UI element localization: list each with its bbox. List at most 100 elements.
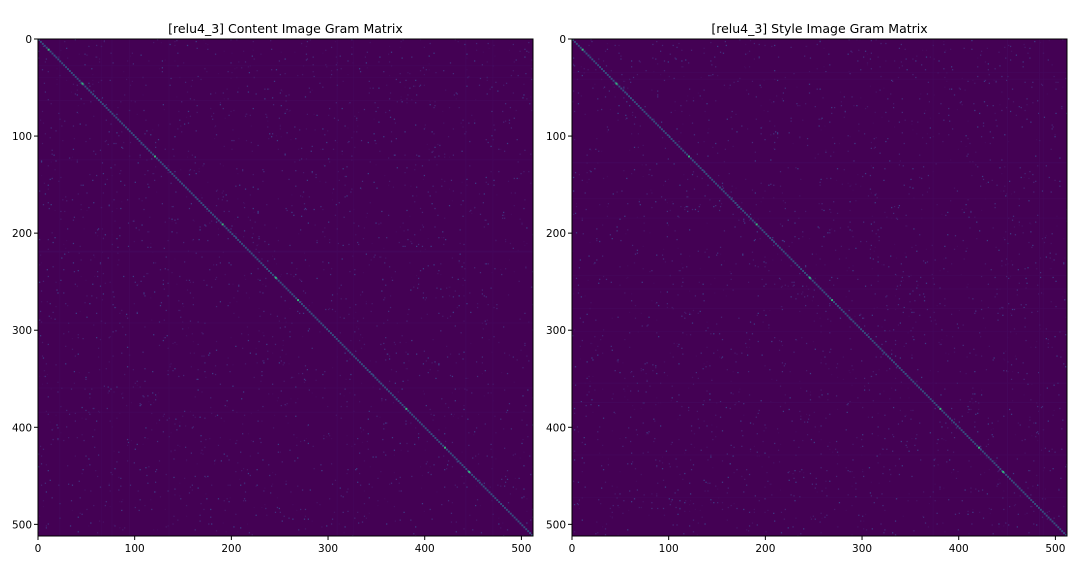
heatmap-cell	[449, 353, 452, 355]
heatmap-cell	[445, 440, 447, 443]
heatmap-cell	[755, 416, 757, 418]
heatmap-cell	[93, 90, 95, 92]
heatmap-cell	[167, 490, 169, 492]
heatmap-cell	[333, 117, 336, 119]
heatmap-cell	[1048, 39, 1050, 42]
heatmap-cell	[867, 333, 870, 335]
heatmap-cell	[226, 200, 228, 202]
heatmap-cell	[902, 311, 904, 314]
heatmap-cell	[723, 161, 726, 163]
heatmap-cell	[590, 342, 592, 345]
heatmap-cell	[93, 254, 95, 256]
heatmap-cell	[1041, 498, 1044, 500]
heatmap-cell	[45, 58, 48, 60]
heatmap-cell	[266, 204, 268, 206]
heatmap-cell	[908, 275, 910, 278]
heatmap-cell	[852, 369, 854, 371]
heatmap-cell	[147, 482, 149, 484]
heatmap-cell	[122, 499, 124, 501]
heatmap-cell	[244, 61, 247, 63]
heatmap-cell	[167, 373, 169, 376]
heatmap-cell	[996, 293, 998, 295]
heatmap-cell	[86, 316, 88, 318]
heatmap-cell	[186, 44, 189, 47]
heatmap-cell	[1047, 342, 1049, 345]
heatmap-diagonal-cell	[250, 252, 253, 255]
heatmap-cell	[925, 248, 928, 250]
heatmap-cell	[192, 238, 194, 241]
heatmap-cell	[870, 165, 873, 167]
heatmap-cell	[519, 318, 521, 320]
heatmap-cell	[748, 263, 751, 265]
heatmap-cell	[730, 116, 732, 118]
heatmap-cell	[226, 364, 228, 366]
heatmap-cell	[911, 357, 913, 359]
heatmap-cell	[645, 391, 647, 393]
heatmap-cell	[528, 41, 530, 44]
heatmap-cell	[917, 369, 919, 371]
heatmap-cell	[365, 517, 368, 519]
heatmap-cell	[140, 403, 142, 406]
heatmap-cell	[226, 498, 228, 500]
heatmap-cell	[673, 77, 675, 80]
heatmap-cell	[363, 460, 366, 462]
heatmap-cell	[987, 438, 989, 441]
heatmap-cell	[262, 405, 264, 408]
heatmap-cell	[346, 360, 348, 362]
heatmap-cell	[843, 96, 845, 98]
heatmap-cell	[330, 73, 333, 76]
heatmap-cell	[114, 164, 116, 166]
heatmap-cell	[256, 362, 258, 364]
heatmap-cell	[105, 104, 107, 106]
heatmap-cell	[969, 227, 971, 229]
heatmap-cell	[528, 51, 530, 53]
heatmap-cell	[1014, 234, 1017, 236]
heatmap-cell	[418, 374, 421, 377]
heatmap-cell	[1009, 275, 1012, 278]
heatmap-cell	[41, 69, 44, 71]
heatmap-cell	[765, 427, 767, 429]
heatmap-cell	[279, 327, 281, 329]
heatmap-cell	[646, 362, 648, 364]
heatmap-cell	[854, 142, 856, 145]
heatmap-col-streak	[100, 39, 102, 536]
heatmap-cell	[350, 373, 352, 376]
heatmap-cell	[277, 443, 280, 446]
heatmap-cell	[687, 205, 689, 208]
heatmap-cell	[71, 199, 74, 201]
heatmap-cell	[358, 401, 361, 403]
heatmap-cell	[52, 428, 54, 430]
heatmap-cell	[791, 420, 793, 422]
heatmap-cell	[859, 39, 861, 41]
heatmap-cell	[505, 82, 508, 84]
heatmap-cell	[983, 471, 986, 474]
heatmap-cell	[594, 262, 596, 264]
heatmap-cell	[120, 170, 122, 172]
heatmap-cell	[73, 370, 76, 373]
heatmap-cell	[598, 499, 600, 501]
heatmap-diagonal-cell	[163, 165, 166, 168]
heatmap-cell	[117, 264, 119, 266]
heatmap-cell	[583, 436, 585, 439]
heatmap-diagonal-cell	[175, 176, 178, 179]
heatmap-cell	[132, 386, 135, 388]
heatmap-cell	[151, 158, 153, 160]
heatmap-cell	[630, 463, 633, 465]
heatmap-diagonal-cell	[449, 452, 452, 455]
heatmap-cell	[825, 149, 827, 151]
heatmap-cell	[732, 370, 734, 373]
heatmap-cell	[67, 465, 69, 467]
heatmap-cell	[836, 363, 839, 365]
heatmap-cell	[604, 50, 607, 52]
heatmap-cell	[1054, 134, 1056, 136]
heatmap-cell	[122, 392, 124, 394]
heatmap-cell	[383, 136, 385, 138]
heatmap-cell	[760, 105, 762, 107]
heatmap-cell	[779, 385, 782, 387]
heatmap-cell	[282, 344, 284, 347]
heatmap-cell	[747, 93, 750, 95]
heatmap-cell	[986, 105, 989, 107]
heatmap-cell	[177, 218, 179, 220]
heatmap-cell	[714, 292, 716, 294]
heatmap-cell	[219, 102, 222, 104]
